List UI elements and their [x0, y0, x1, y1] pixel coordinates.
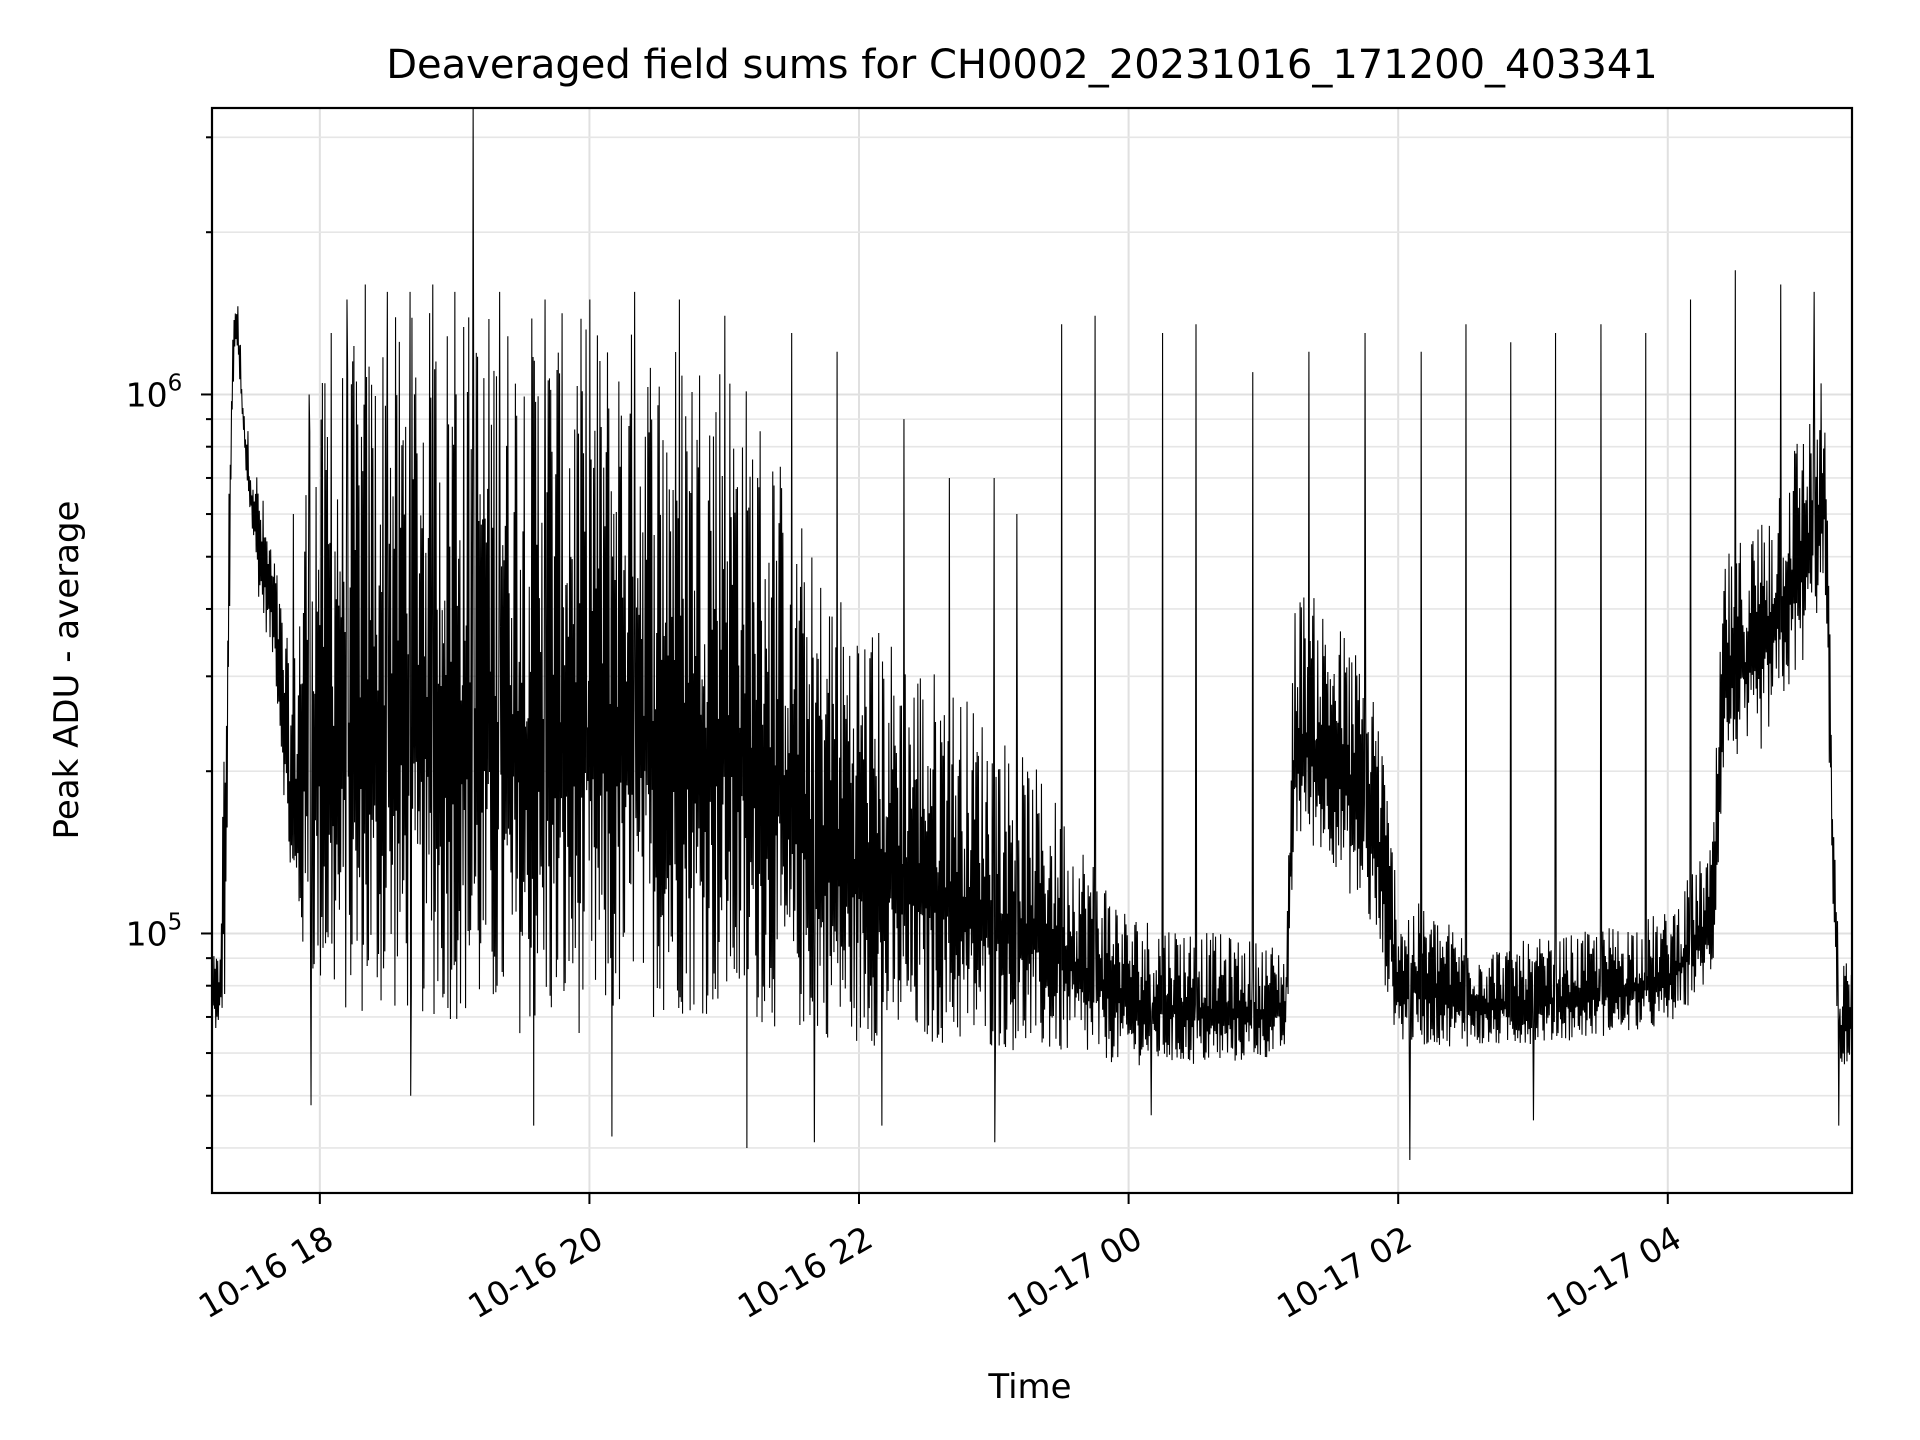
series-line [211, 107, 1853, 1160]
y-tick-label: 106 [126, 370, 183, 414]
y-axis-label: Peak ADU - average [47, 501, 87, 840]
plot-frame [210, 106, 1854, 1195]
series-layer [211, 107, 1853, 1160]
chart-title: Deaveraged field sums for CH0002_2023101… [386, 42, 1658, 88]
y-tick-label: 105 [126, 909, 183, 953]
y-tick-exponent: 6 [168, 370, 183, 396]
y-tick-base: 10 [126, 914, 168, 953]
y-tick-exponent: 5 [168, 909, 183, 935]
x-axis-label: Time [987, 1367, 1071, 1407]
y-tick-base: 10 [126, 375, 168, 414]
grid [212, 108, 1852, 1193]
